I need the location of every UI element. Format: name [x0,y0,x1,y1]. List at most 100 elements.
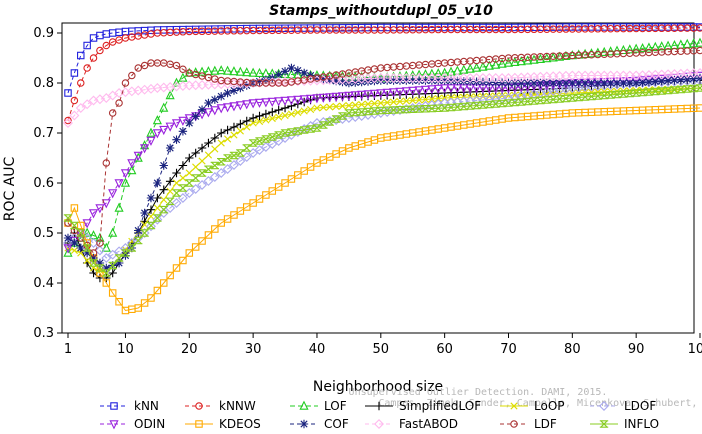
series-point [358,100,366,109]
series-point [70,204,79,212]
series-point [357,108,366,116]
series-point [491,59,501,69]
series-point [300,167,308,175]
series-point [478,101,488,109]
series-point [408,76,417,85]
series-point [152,214,163,225]
series-point [229,160,239,170]
series-point [300,107,308,115]
series-point [287,128,296,136]
series-point [338,112,347,120]
series-point [166,187,174,195]
series-point [568,78,577,88]
series-point [395,76,405,85]
series-point [446,76,456,85]
series-line [67,75,701,249]
legend-entry: SimplifiedLOF [365,399,481,413]
series-point [179,174,187,182]
series-kNNW [64,24,702,125]
series-point [326,103,334,111]
series-point [274,183,283,191]
series-point [108,38,117,46]
legend-entry: LDOF [590,399,656,413]
series-point [275,113,283,121]
series-LOF [63,37,702,257]
series-point [223,125,232,135]
series-point [159,205,168,214]
series-point [153,204,161,212]
series-point [140,299,149,307]
series-point [261,135,271,143]
series-point [204,231,213,239]
series-point [504,99,513,107]
series-point [377,99,385,107]
series-point [83,64,91,72]
series-point [153,214,162,222]
series-point [382,73,393,83]
series-point [676,75,686,84]
series-point [63,214,73,222]
series-point [63,238,73,248]
series-point [268,187,277,195]
series-point [211,75,219,83]
series-point [440,84,450,94]
series-point [383,98,391,107]
legend-label: KDEOS [219,417,261,431]
series-point [382,76,392,85]
series-point [624,70,635,81]
series-point [433,73,444,83]
series-point [293,66,303,75]
series-point [96,46,104,55]
series-point [114,254,124,262]
series-point [427,85,437,95]
series-point [651,87,660,96]
series-point [287,63,296,73]
series-point [351,101,359,109]
series-point [70,96,79,105]
series-point [241,152,252,162]
series-point [683,85,692,93]
series-point [268,114,276,123]
series-point [344,91,354,101]
series-point [389,76,398,85]
series-point [319,74,328,84]
y-axis-title: ROC AUC [2,156,18,221]
x-tick-label: 50 [373,342,390,357]
x-tick-label: 1 [64,342,72,357]
series-point [491,100,500,108]
series-point [248,113,258,123]
series-point [612,78,622,88]
series-point [376,106,386,115]
legend-entry: KDEOS [185,417,261,431]
x-axis-title: Neighborhood size [313,379,443,395]
series-point [127,159,137,169]
series-point [140,208,149,218]
series-point [209,172,220,182]
series-point [280,67,290,76]
series-point [101,253,112,263]
series-point [64,89,72,97]
series-point [625,78,634,88]
series-point [216,65,226,75]
series-point [331,92,341,102]
series-point [274,105,283,115]
series-point [146,221,156,232]
plot-frame [61,22,695,334]
series-point [542,53,552,63]
series-point [102,269,111,277]
series-point [510,78,520,88]
series-point [165,90,175,100]
series-point [459,102,468,111]
series-point [82,219,92,229]
series-point [211,225,219,233]
series-point [287,110,296,118]
series-point [465,73,476,83]
series-point [631,43,641,53]
series-point [274,131,283,139]
series-point [147,212,155,220]
series-layer [63,23,702,315]
series-point [319,121,328,129]
series-point [89,249,98,257]
series-point [637,42,648,53]
series-point [638,78,647,87]
